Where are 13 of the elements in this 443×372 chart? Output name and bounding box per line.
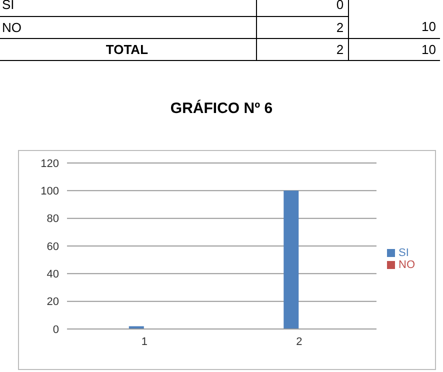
y-tick-label: 0 bbox=[52, 324, 59, 336]
y-tick-label: 20 bbox=[46, 296, 59, 308]
x-tick-label: 1 bbox=[141, 336, 148, 348]
y-tick-label: 100 bbox=[40, 186, 59, 198]
chart-title: GRÁFICO Nº 6 bbox=[169, 100, 274, 117]
x-tick-label: 2 bbox=[296, 336, 302, 348]
legend-label: SI bbox=[398, 247, 409, 259]
data-table: SI 0 NO 2 10 TOTAL 2 10 bbox=[0, 0, 440, 60]
y-tick-label: 120 bbox=[40, 158, 59, 170]
y-tick-label: 60 bbox=[46, 240, 59, 253]
y-tick-label: 80 bbox=[46, 213, 59, 226]
legend-label: NO bbox=[398, 259, 415, 271]
y-tick-label: 40 bbox=[46, 268, 59, 281]
